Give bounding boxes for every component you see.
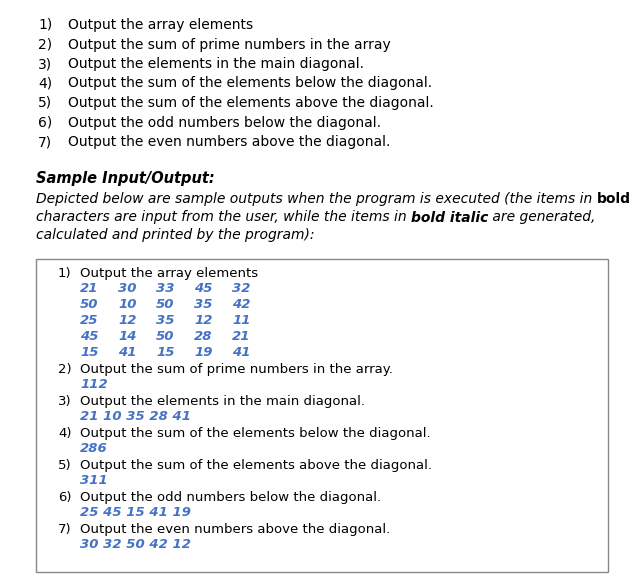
- Text: 50: 50: [80, 298, 98, 312]
- Text: 30: 30: [118, 282, 137, 295]
- Text: 45: 45: [194, 282, 213, 295]
- Text: 35: 35: [156, 315, 175, 328]
- Text: 41: 41: [118, 346, 137, 359]
- Text: Output the sum of prime numbers in the array.: Output the sum of prime numbers in the a…: [80, 363, 393, 376]
- Text: calculated and printed by the program):: calculated and printed by the program):: [36, 229, 314, 243]
- Text: 19: 19: [194, 346, 213, 359]
- Text: Output the odd numbers below the diagonal.: Output the odd numbers below the diagona…: [68, 115, 381, 130]
- Text: 11: 11: [232, 315, 250, 328]
- Text: 311: 311: [80, 475, 108, 488]
- Text: bold: bold: [597, 192, 631, 206]
- Text: 4): 4): [58, 427, 72, 440]
- Text: 25 45 15 41 19: 25 45 15 41 19: [80, 506, 191, 520]
- Text: Output the odd numbers below the diagonal.: Output the odd numbers below the diagona…: [80, 490, 381, 503]
- FancyBboxPatch shape: [36, 258, 608, 572]
- Text: 3): 3): [38, 57, 52, 71]
- Text: 21 10 35 28 41: 21 10 35 28 41: [80, 411, 191, 424]
- Text: are generated,: are generated,: [488, 210, 596, 224]
- Text: 30 32 50 42 12: 30 32 50 42 12: [80, 539, 191, 551]
- Text: 6): 6): [58, 490, 72, 503]
- Text: 50: 50: [156, 298, 175, 312]
- Text: Output the sum of the elements below the diagonal.: Output the sum of the elements below the…: [68, 77, 432, 90]
- Text: 4): 4): [38, 77, 52, 90]
- Text: 2): 2): [38, 38, 52, 52]
- Text: 33: 33: [156, 282, 175, 295]
- Text: Output the sum of the elements above the diagonal.: Output the sum of the elements above the…: [68, 96, 434, 110]
- Text: 12: 12: [118, 315, 137, 328]
- Text: Depicted below are sample outputs when the program is executed (the items in: Depicted below are sample outputs when t…: [36, 192, 597, 206]
- Text: 3): 3): [58, 394, 72, 407]
- Text: Output the even numbers above the diagonal.: Output the even numbers above the diagon…: [68, 135, 391, 149]
- Text: 1): 1): [38, 18, 52, 32]
- Text: 2): 2): [58, 363, 72, 376]
- Text: Output the elements in the main diagonal.: Output the elements in the main diagonal…: [80, 394, 365, 407]
- Text: 286: 286: [80, 442, 108, 455]
- Text: 12: 12: [194, 315, 213, 328]
- Text: Output the sum of the elements below the diagonal.: Output the sum of the elements below the…: [80, 427, 431, 440]
- Text: 42: 42: [232, 298, 250, 312]
- Text: 35: 35: [194, 298, 213, 312]
- Text: 7): 7): [38, 135, 52, 149]
- Text: 14: 14: [118, 331, 137, 343]
- Text: 5): 5): [38, 96, 52, 110]
- Text: bold italic: bold italic: [411, 210, 488, 224]
- Text: 25: 25: [80, 315, 98, 328]
- Text: 41: 41: [232, 346, 250, 359]
- Text: Output the array elements: Output the array elements: [68, 18, 253, 32]
- Text: Output the sum of prime numbers in the array: Output the sum of prime numbers in the a…: [68, 38, 391, 52]
- Text: 1): 1): [58, 267, 72, 280]
- Text: 21: 21: [80, 282, 98, 295]
- Text: 6): 6): [38, 115, 52, 130]
- Text: Sample Input/Output:: Sample Input/Output:: [36, 171, 215, 186]
- Text: 15: 15: [80, 346, 98, 359]
- Text: Output the sum of the elements above the diagonal.: Output the sum of the elements above the…: [80, 458, 432, 472]
- Text: 21: 21: [232, 331, 250, 343]
- Text: 32: 32: [232, 282, 250, 295]
- Text: 28: 28: [194, 331, 213, 343]
- Text: 50: 50: [156, 331, 175, 343]
- Text: 7): 7): [58, 523, 72, 536]
- Text: Output the elements in the main diagonal.: Output the elements in the main diagonal…: [68, 57, 364, 71]
- Text: 15: 15: [156, 346, 175, 359]
- Text: characters are input from the user, while the items in: characters are input from the user, whil…: [36, 210, 411, 224]
- Text: Output the even numbers above the diagonal.: Output the even numbers above the diagon…: [80, 523, 391, 536]
- Text: 5): 5): [58, 458, 72, 472]
- Text: 10: 10: [118, 298, 137, 312]
- Text: 112: 112: [80, 379, 108, 391]
- Text: Output the array elements: Output the array elements: [80, 267, 258, 280]
- Text: 45: 45: [80, 331, 98, 343]
